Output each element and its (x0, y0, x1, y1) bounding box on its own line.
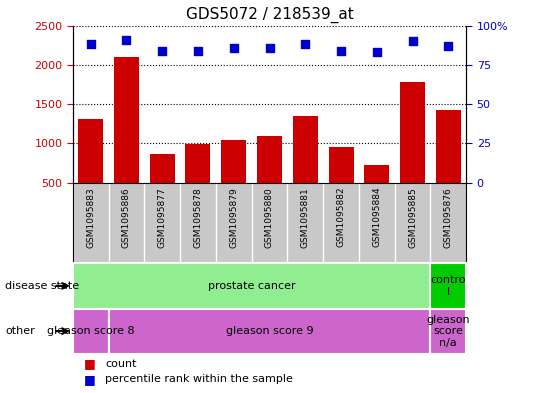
Bar (431, 309, 466, 354)
Point (194, 48, 202, 54)
Text: GSM1095877: GSM1095877 (158, 187, 167, 248)
Bar (400, 82, 425, 222)
Point (158, 48, 167, 54)
Text: ■: ■ (84, 373, 99, 386)
Bar (73, 309, 108, 354)
Text: GSM1095876: GSM1095876 (444, 187, 453, 248)
Point (444, 43, 453, 49)
Bar (108, 309, 431, 354)
Bar (221, 140, 246, 222)
Text: contro
l: contro l (431, 275, 466, 297)
Point (122, 37, 131, 43)
Bar (185, 144, 211, 222)
Text: percentile rank within the sample: percentile rank within the sample (105, 374, 293, 384)
Text: GSM1095882: GSM1095882 (336, 187, 345, 248)
Point (230, 44, 238, 51)
Point (372, 49, 381, 55)
Point (301, 41, 309, 48)
Point (265, 44, 274, 51)
Point (86, 41, 95, 48)
Text: disease state: disease state (5, 281, 80, 291)
Text: other: other (5, 326, 35, 336)
Bar (293, 116, 318, 222)
Text: GSM1095881: GSM1095881 (301, 187, 310, 248)
Text: count: count (105, 358, 136, 369)
Text: GSM1095879: GSM1095879 (229, 187, 238, 248)
Text: GSM1095880: GSM1095880 (265, 187, 274, 248)
Bar (257, 136, 282, 222)
Bar (364, 165, 389, 222)
Text: ■: ■ (84, 357, 99, 370)
Bar (431, 263, 466, 309)
Text: gleason score 8: gleason score 8 (47, 326, 134, 336)
Text: GSM1095885: GSM1095885 (408, 187, 417, 248)
Point (337, 48, 345, 54)
Text: GSM1095886: GSM1095886 (122, 187, 131, 248)
Bar (436, 110, 461, 222)
Text: GSM1095884: GSM1095884 (372, 187, 381, 248)
Text: gleason score 9: gleason score 9 (226, 326, 313, 336)
Bar (150, 154, 175, 222)
Text: GSM1095878: GSM1095878 (194, 187, 203, 248)
Bar (329, 147, 354, 222)
Text: GSM1095883: GSM1095883 (86, 187, 95, 248)
Point (408, 38, 417, 44)
Bar (78, 119, 103, 222)
Bar (114, 57, 139, 222)
Title: GDS5072 / 218539_at: GDS5072 / 218539_at (185, 7, 354, 23)
Text: gleason
score
n/a: gleason score n/a (426, 314, 470, 348)
Text: prostate cancer: prostate cancer (208, 281, 295, 291)
